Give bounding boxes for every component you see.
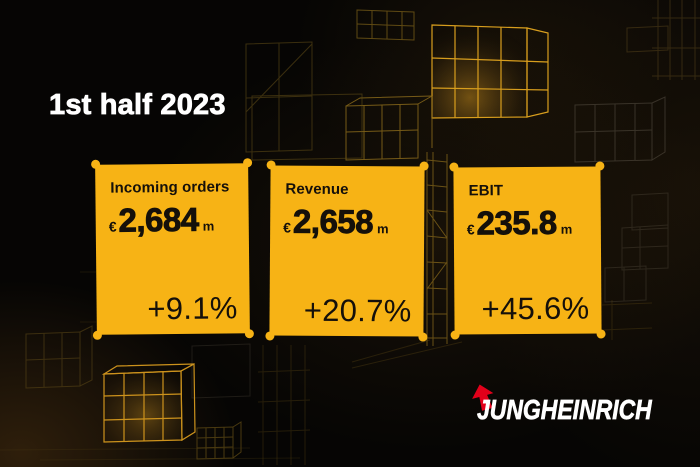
kpi-card-incoming-orders: Incoming orders € 2,684 m +9.1% xyxy=(91,158,254,340)
kpi-change: +20.7% xyxy=(303,292,412,329)
card-corner-dot xyxy=(266,160,276,170)
wireframe-cube-bright-top-right xyxy=(431,24,549,119)
wireframe-cubes-bottom-center-left xyxy=(191,343,251,460)
kpi-unit: m xyxy=(202,218,215,234)
card-corner-dot xyxy=(92,330,102,340)
kpi-value: 2,684 xyxy=(118,200,199,239)
kpi-card-revenue: Revenue € 2,658 m +20.7% xyxy=(265,160,429,342)
wireframe-cube-cluster-right xyxy=(604,192,669,303)
wireframe-cube-faint-right xyxy=(574,96,666,163)
kpi-value-row: € 2,658 m xyxy=(270,197,424,241)
page-title: 1st half 2023 xyxy=(49,89,226,122)
wireframe-cube-bright-bottom-left xyxy=(101,363,196,443)
wireframe-rack-tower xyxy=(426,152,448,346)
currency-symbol: € xyxy=(283,219,292,236)
brand-wordmark: JUNGHEINRICH xyxy=(477,394,652,425)
kpi-label: EBIT xyxy=(468,182,504,200)
brand-logo: JUNGHEINRICH xyxy=(472,384,690,425)
wireframe-rack-below-card-2 xyxy=(257,339,463,465)
wireframe-lines-right-lower xyxy=(601,300,653,340)
wireframe-frame-top-right-corner xyxy=(626,0,700,80)
kpi-card-ebit: EBIT € 235.8 m +45.6% xyxy=(449,161,606,340)
kpi-value-row: € 2,684 m xyxy=(95,195,248,239)
wireframe-cube-top-middle xyxy=(356,9,415,41)
card-corner-dot xyxy=(243,158,253,168)
kpi-unit: m xyxy=(560,221,573,237)
wireframe-cube-center xyxy=(345,95,433,161)
currency-symbol: € xyxy=(108,218,117,235)
kpi-value: 235.8 xyxy=(476,203,557,242)
card-corner-dot xyxy=(449,162,459,172)
logo-up-arrow-icon xyxy=(472,384,494,411)
kpi-label: Incoming orders xyxy=(110,178,230,197)
kpi-change: +45.6% xyxy=(481,290,590,327)
kpi-change: +9.1% xyxy=(147,290,238,327)
currency-symbol: € xyxy=(466,221,475,238)
card-corner-dot xyxy=(244,329,254,339)
card-corner-dot xyxy=(596,329,606,339)
kpi-label: Revenue xyxy=(285,180,349,199)
card-corner-dot xyxy=(450,330,460,340)
kpi-value: 2,658 xyxy=(292,202,374,241)
card-corner-dot xyxy=(595,161,605,171)
card-corner-dot xyxy=(91,159,101,169)
card-corner-dot xyxy=(419,161,429,171)
card-corner-dot xyxy=(265,331,275,341)
card-corner-dot xyxy=(418,332,428,342)
wireframe-frames-mid-left xyxy=(245,41,363,161)
kpi-value-row: € 235.8 m xyxy=(454,198,601,242)
kpi-unit: m xyxy=(376,221,389,237)
wireframe-floor-lines xyxy=(0,271,301,461)
wireframe-cube-dim-left xyxy=(25,325,93,389)
